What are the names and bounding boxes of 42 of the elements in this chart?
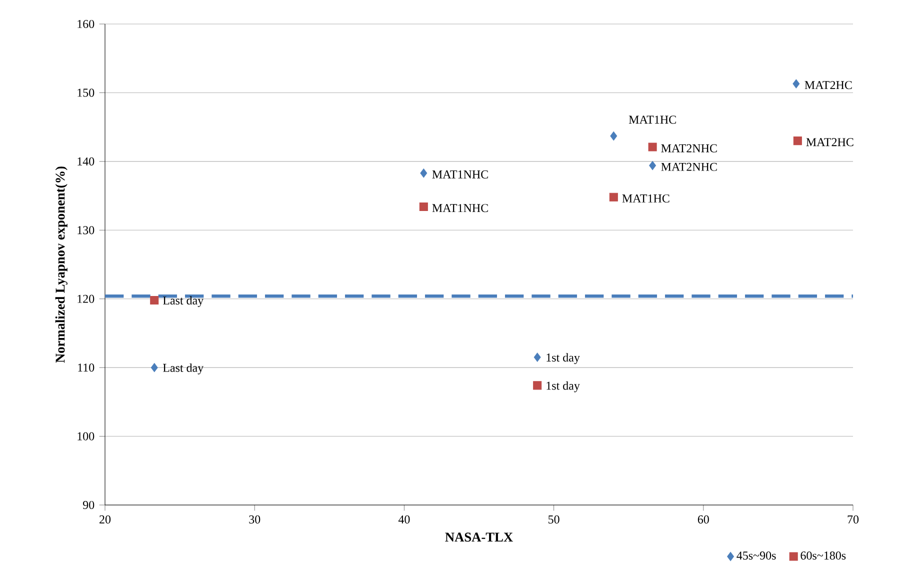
annotation: Last day <box>162 363 204 374</box>
y-tick-label: 90 <box>82 500 94 510</box>
annotation: MAT2NHC <box>661 162 717 171</box>
annotation: 1st day <box>546 353 580 364</box>
legend-label: 45s~90s <box>736 551 776 560</box>
point <box>533 381 542 390</box>
annotation: MAT2HC <box>806 138 854 146</box>
point <box>649 161 656 170</box>
y-tick-label: 150 <box>78 88 94 97</box>
annotation: MAT2HC <box>804 81 852 90</box>
y-tick-label: 110 <box>78 364 94 372</box>
y-tick-label: 100 <box>78 432 94 440</box>
annotation: MAT1NHC <box>432 170 488 178</box>
point <box>609 192 618 202</box>
x-tick-label: 70 <box>848 515 859 524</box>
y-tick-label: 160 <box>78 20 94 28</box>
x-tick-label: 40 <box>398 515 410 524</box>
y-tick-label: 140 <box>78 157 94 166</box>
y-tick-label: 130 <box>78 226 94 234</box>
point <box>610 131 618 141</box>
point <box>150 296 159 305</box>
point <box>792 79 800 88</box>
annotation: MAT1HC <box>628 116 676 124</box>
point <box>150 363 158 372</box>
x-tick-label: 20 <box>100 515 111 524</box>
legend-label: 60s~180s <box>800 551 846 560</box>
point <box>419 202 428 212</box>
annotation: MAT2NHC <box>661 144 717 152</box>
point <box>793 136 802 146</box>
x-tick-label: 60 <box>698 515 709 524</box>
point <box>534 352 541 362</box>
y-axis-title: Normalized Lyapnov exponent(%) <box>55 166 68 363</box>
x-axis-title: NASA-TLX <box>445 532 513 542</box>
annotation: Last day <box>162 296 204 308</box>
point <box>420 168 428 178</box>
annotation: 1st day <box>546 381 580 392</box>
x-tick-label: 30 <box>249 515 260 524</box>
annotation: MAT1NHC <box>432 204 488 212</box>
point <box>648 142 657 152</box>
y-tick-label: 120 <box>78 294 94 303</box>
annotation: MAT1HC <box>622 194 670 203</box>
x-tick-label: 50 <box>548 515 560 524</box>
